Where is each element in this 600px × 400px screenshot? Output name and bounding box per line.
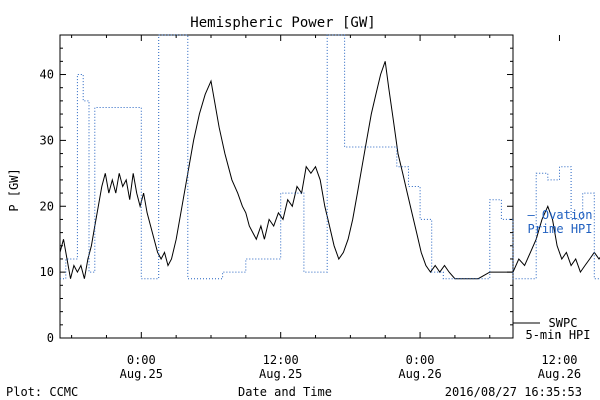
series-layer bbox=[59, 34, 600, 280]
x-tick-time-label: 12:00 bbox=[541, 353, 577, 367]
ovation-prime-hpi-series-line bbox=[60, 34, 600, 280]
legend-swpc-line1: SWPC bbox=[549, 316, 578, 330]
x-axis: 0:00Aug.2512:00Aug.250:00Aug.2612:00Aug.… bbox=[71, 35, 581, 381]
x-tick-date-label: Aug.25 bbox=[259, 367, 302, 381]
x-tick-date-label: Aug.25 bbox=[120, 367, 163, 381]
x-axis-label: Date and Time bbox=[238, 385, 332, 399]
footer-timestamp: 2016/08/27 16:35:53 bbox=[445, 385, 582, 399]
x-tick-time-label: 12:00 bbox=[263, 353, 299, 367]
y-tick-label: 30 bbox=[40, 133, 54, 147]
x-tick-time-label: 0:00 bbox=[127, 353, 156, 367]
swpc-hpi-series-line bbox=[59, 61, 600, 280]
x-tick-date-label: Aug.26 bbox=[538, 367, 581, 381]
y-tick-label: 40 bbox=[40, 68, 54, 82]
y-tick-label: 20 bbox=[40, 199, 54, 213]
legend-swpc-line2: 5-min HPI bbox=[525, 328, 590, 342]
plot-frame bbox=[59, 34, 514, 339]
legend-ovation-line2: Prime HPI bbox=[527, 222, 592, 236]
legend-ovation-line1: — Ovation bbox=[527, 208, 592, 222]
y-axis: 0 10 20 30 40 bbox=[40, 34, 513, 345]
y-axis-label: P [GW] bbox=[7, 168, 21, 211]
y-tick-label: 10 bbox=[40, 265, 54, 279]
footer-plot-credit: Plot: CCMC bbox=[6, 385, 78, 399]
x-tick-time-label: 0:00 bbox=[406, 353, 435, 367]
y-tick-label: 0 bbox=[47, 331, 54, 345]
x-tick-date-label: Aug.26 bbox=[398, 367, 441, 381]
chart-title: Hemispheric Power [GW] bbox=[190, 15, 375, 31]
